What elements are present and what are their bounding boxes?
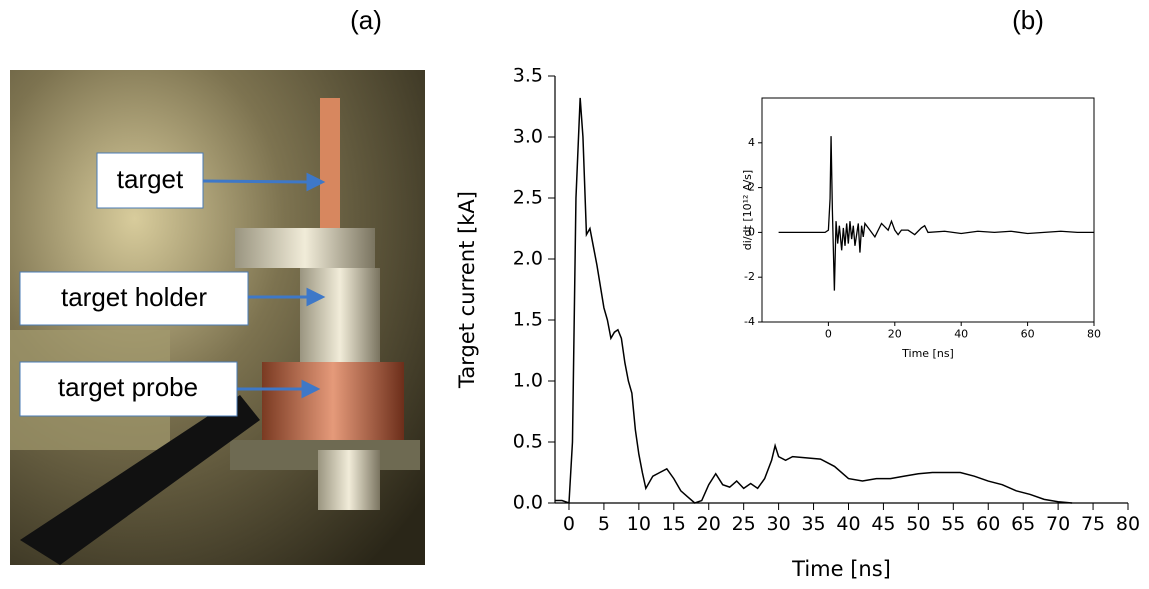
x-tick-label: 25 (732, 513, 756, 535)
panel-label: (a) (350, 5, 382, 35)
x-tick-label: 70 (1046, 513, 1070, 535)
y-tick-label: 1.5 (513, 309, 543, 331)
photo-label: target probe (58, 372, 198, 402)
x-tick-label: 30 (767, 513, 791, 535)
x-tick-label: 20 (888, 327, 902, 340)
x-tick-label: 80 (1116, 513, 1140, 535)
photo-target (320, 98, 340, 238)
y-tick-label: 3.5 (513, 65, 543, 87)
y-tick-label: 0.0 (513, 492, 543, 514)
photo-holder (235, 228, 375, 268)
x-tick-label: 35 (801, 513, 825, 535)
x-tick-label: 50 (906, 513, 930, 535)
plot-frame (761, 97, 1095, 323)
x-axis-label: Time [ns] (791, 557, 891, 581)
photo-probe (262, 362, 404, 440)
x-tick-label: 60 (1021, 327, 1035, 340)
photo-label-box (96, 152, 204, 209)
y-tick-label: 0.5 (513, 431, 543, 453)
panel-label: (b) (1012, 5, 1044, 35)
x-tick-label: 45 (871, 513, 895, 535)
x-tick-label: 80 (1087, 327, 1101, 340)
x-axis-label: Time [ns] (901, 347, 954, 360)
x-tick-label: 20 (697, 513, 721, 535)
data-line (555, 97, 1073, 505)
y-tick-label: 1.0 (513, 370, 543, 392)
x-tick-label: 0 (825, 327, 832, 340)
photo-label: target holder (61, 282, 207, 312)
y-tick-label: 2.5 (513, 187, 543, 209)
photo-rod (318, 450, 380, 510)
x-tick-label: 40 (954, 327, 968, 340)
photo-holder (300, 268, 380, 363)
y-axis-label: di/dt [10¹² A/s] (741, 170, 754, 250)
x-tick-label: 10 (627, 513, 651, 535)
photo-label-box (19, 361, 238, 417)
y-tick-label: -4 (744, 315, 755, 328)
photo-label: target (117, 164, 184, 194)
x-tick-label: 40 (836, 513, 860, 535)
y-tick-label: 3.0 (513, 126, 543, 148)
y-tick-label: -2 (744, 270, 755, 283)
photo: target target holder target probe (10, 70, 425, 565)
x-tick-label: 75 (1081, 513, 1105, 535)
x-tick-label: 0 (563, 513, 575, 535)
photo-label-box (19, 271, 249, 326)
photo-arrows (202, 172, 326, 399)
y-tick-label: 0 (748, 225, 755, 238)
x-tick-label: 55 (941, 513, 965, 535)
photo-cable (20, 395, 260, 565)
data-line (778, 136, 1094, 291)
y-tick-label: 4 (748, 136, 755, 149)
x-tick-label: 5 (598, 513, 610, 535)
x-tick-label: 65 (1011, 513, 1035, 535)
y-tick-label: 2 (748, 181, 755, 194)
y-tick-label: 2.0 (513, 248, 543, 270)
y-axis-label: Target current [kA] (455, 191, 479, 389)
x-tick-label: 15 (662, 513, 686, 535)
x-tick-label: 60 (976, 513, 1000, 535)
